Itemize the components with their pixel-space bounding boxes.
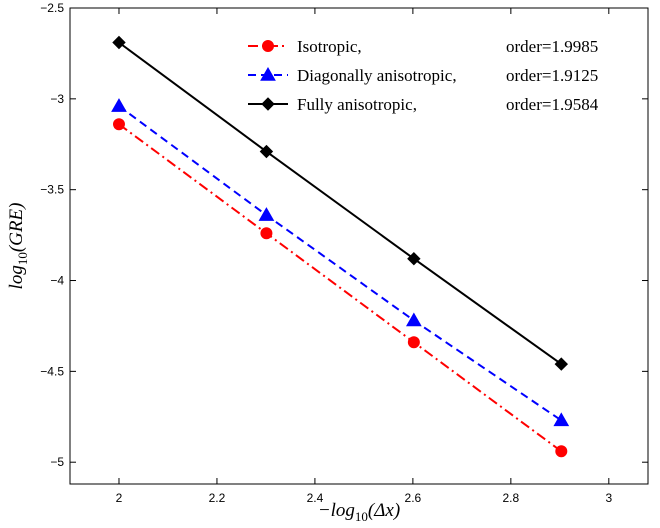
y-tick-label: −3.5 xyxy=(40,183,64,197)
axis-ticks: 2 2.2 2.4 2.6 2.8 3 −5 −4.5 −4 −3.5 −3 −2.5 xyxy=(40,1,648,505)
y-tick-label: −4 xyxy=(50,274,64,288)
x-axis-label: −log10(Δx) xyxy=(318,500,400,524)
x-tick-label: 2.6 xyxy=(405,491,422,505)
data-point-2-2 xyxy=(407,252,421,266)
x-tick-label: 2.4 xyxy=(307,491,324,505)
y-tick-label: −3 xyxy=(50,92,64,106)
series-line-0 xyxy=(118,123,562,453)
legend-entry-2: Fully anisotropic, xyxy=(297,95,417,114)
legend-order-2: order=1.9584 xyxy=(506,95,599,114)
plot-area xyxy=(69,7,649,485)
data-point-1-3 xyxy=(553,412,570,427)
x-tick-label: 2.2 xyxy=(209,491,226,505)
y-tick-label: −5 xyxy=(50,455,64,469)
data-point-0-3 xyxy=(555,445,568,458)
y-axis-label: log10(GRE) xyxy=(6,203,30,290)
data-point-2-1 xyxy=(259,144,274,159)
y-tick-label: −2.5 xyxy=(40,1,64,15)
x-tick-label: 2.8 xyxy=(503,491,520,505)
x-tick-label: 3 xyxy=(605,491,612,505)
data-point-0-2 xyxy=(407,336,420,349)
series-markers xyxy=(111,35,570,458)
legend-entry-0: Isotropic, xyxy=(297,37,362,56)
legend-entry-1: Diagonally anisotropic, xyxy=(297,66,457,85)
legend: Isotropic, order=1.9985 Diagonally anisotr… xyxy=(248,37,599,114)
data-point-1-2 xyxy=(405,312,422,327)
legend-marker-1 xyxy=(260,66,276,81)
legend-marker-0 xyxy=(262,40,274,52)
data-point-0-0 xyxy=(112,118,125,131)
series-line-2 xyxy=(118,41,562,365)
legend-order-0: order=1.9985 xyxy=(506,37,598,56)
data-point-2-0 xyxy=(112,35,126,50)
series-lines xyxy=(118,41,562,453)
x-tick-label: 2 xyxy=(116,491,123,505)
series-line-1 xyxy=(118,105,562,422)
data-point-1-1 xyxy=(258,207,275,221)
data-point-2-3 xyxy=(554,357,569,371)
y-tick-label: −4.5 xyxy=(40,364,64,378)
legend-order-1: order=1.9125 xyxy=(506,66,598,85)
data-point-1-0 xyxy=(111,98,127,112)
legend-marker-2 xyxy=(261,97,275,111)
data-point-0-1 xyxy=(260,227,273,240)
